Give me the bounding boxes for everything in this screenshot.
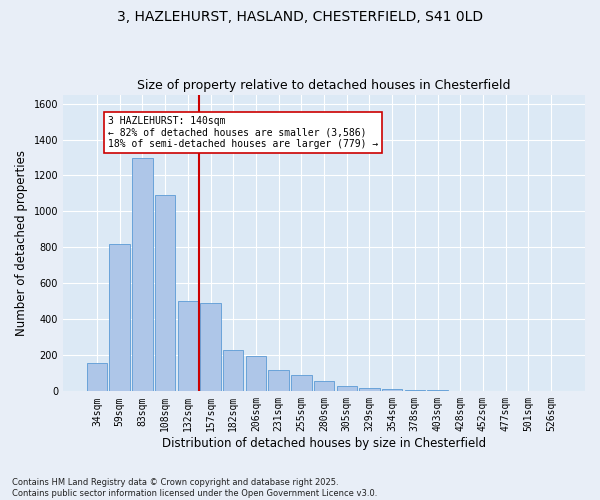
Bar [155, 196, 175, 392]
Text: Contains HM Land Registry data © Crown copyright and database right 2025.
Contai: Contains HM Land Registry data © Crown c… [12, 478, 377, 498]
Bar [404, 390, 425, 392]
Bar [359, 388, 380, 392]
Bar [450, 391, 470, 392]
Bar [132, 158, 152, 392]
X-axis label: Distribution of detached houses by size in Chesterfield: Distribution of detached houses by size … [162, 437, 486, 450]
Y-axis label: Number of detached properties: Number of detached properties [15, 150, 28, 336]
Bar [382, 389, 403, 392]
Text: 3 HAZLEHURST: 140sqm
← 82% of detached houses are smaller (3,586)
18% of semi-de: 3 HAZLEHURST: 140sqm ← 82% of detached h… [109, 116, 379, 150]
Title: Size of property relative to detached houses in Chesterfield: Size of property relative to detached ho… [137, 79, 511, 92]
Bar [427, 390, 448, 392]
Bar [337, 386, 357, 392]
Bar [314, 382, 334, 392]
Bar [109, 244, 130, 392]
Bar [223, 350, 244, 392]
Bar [87, 364, 107, 392]
Bar [245, 356, 266, 392]
Bar [200, 303, 221, 392]
Text: 3, HAZLEHURST, HASLAND, CHESTERFIELD, S41 0LD: 3, HAZLEHURST, HASLAND, CHESTERFIELD, S4… [117, 10, 483, 24]
Bar [291, 375, 311, 392]
Bar [178, 302, 198, 392]
Bar [268, 370, 289, 392]
